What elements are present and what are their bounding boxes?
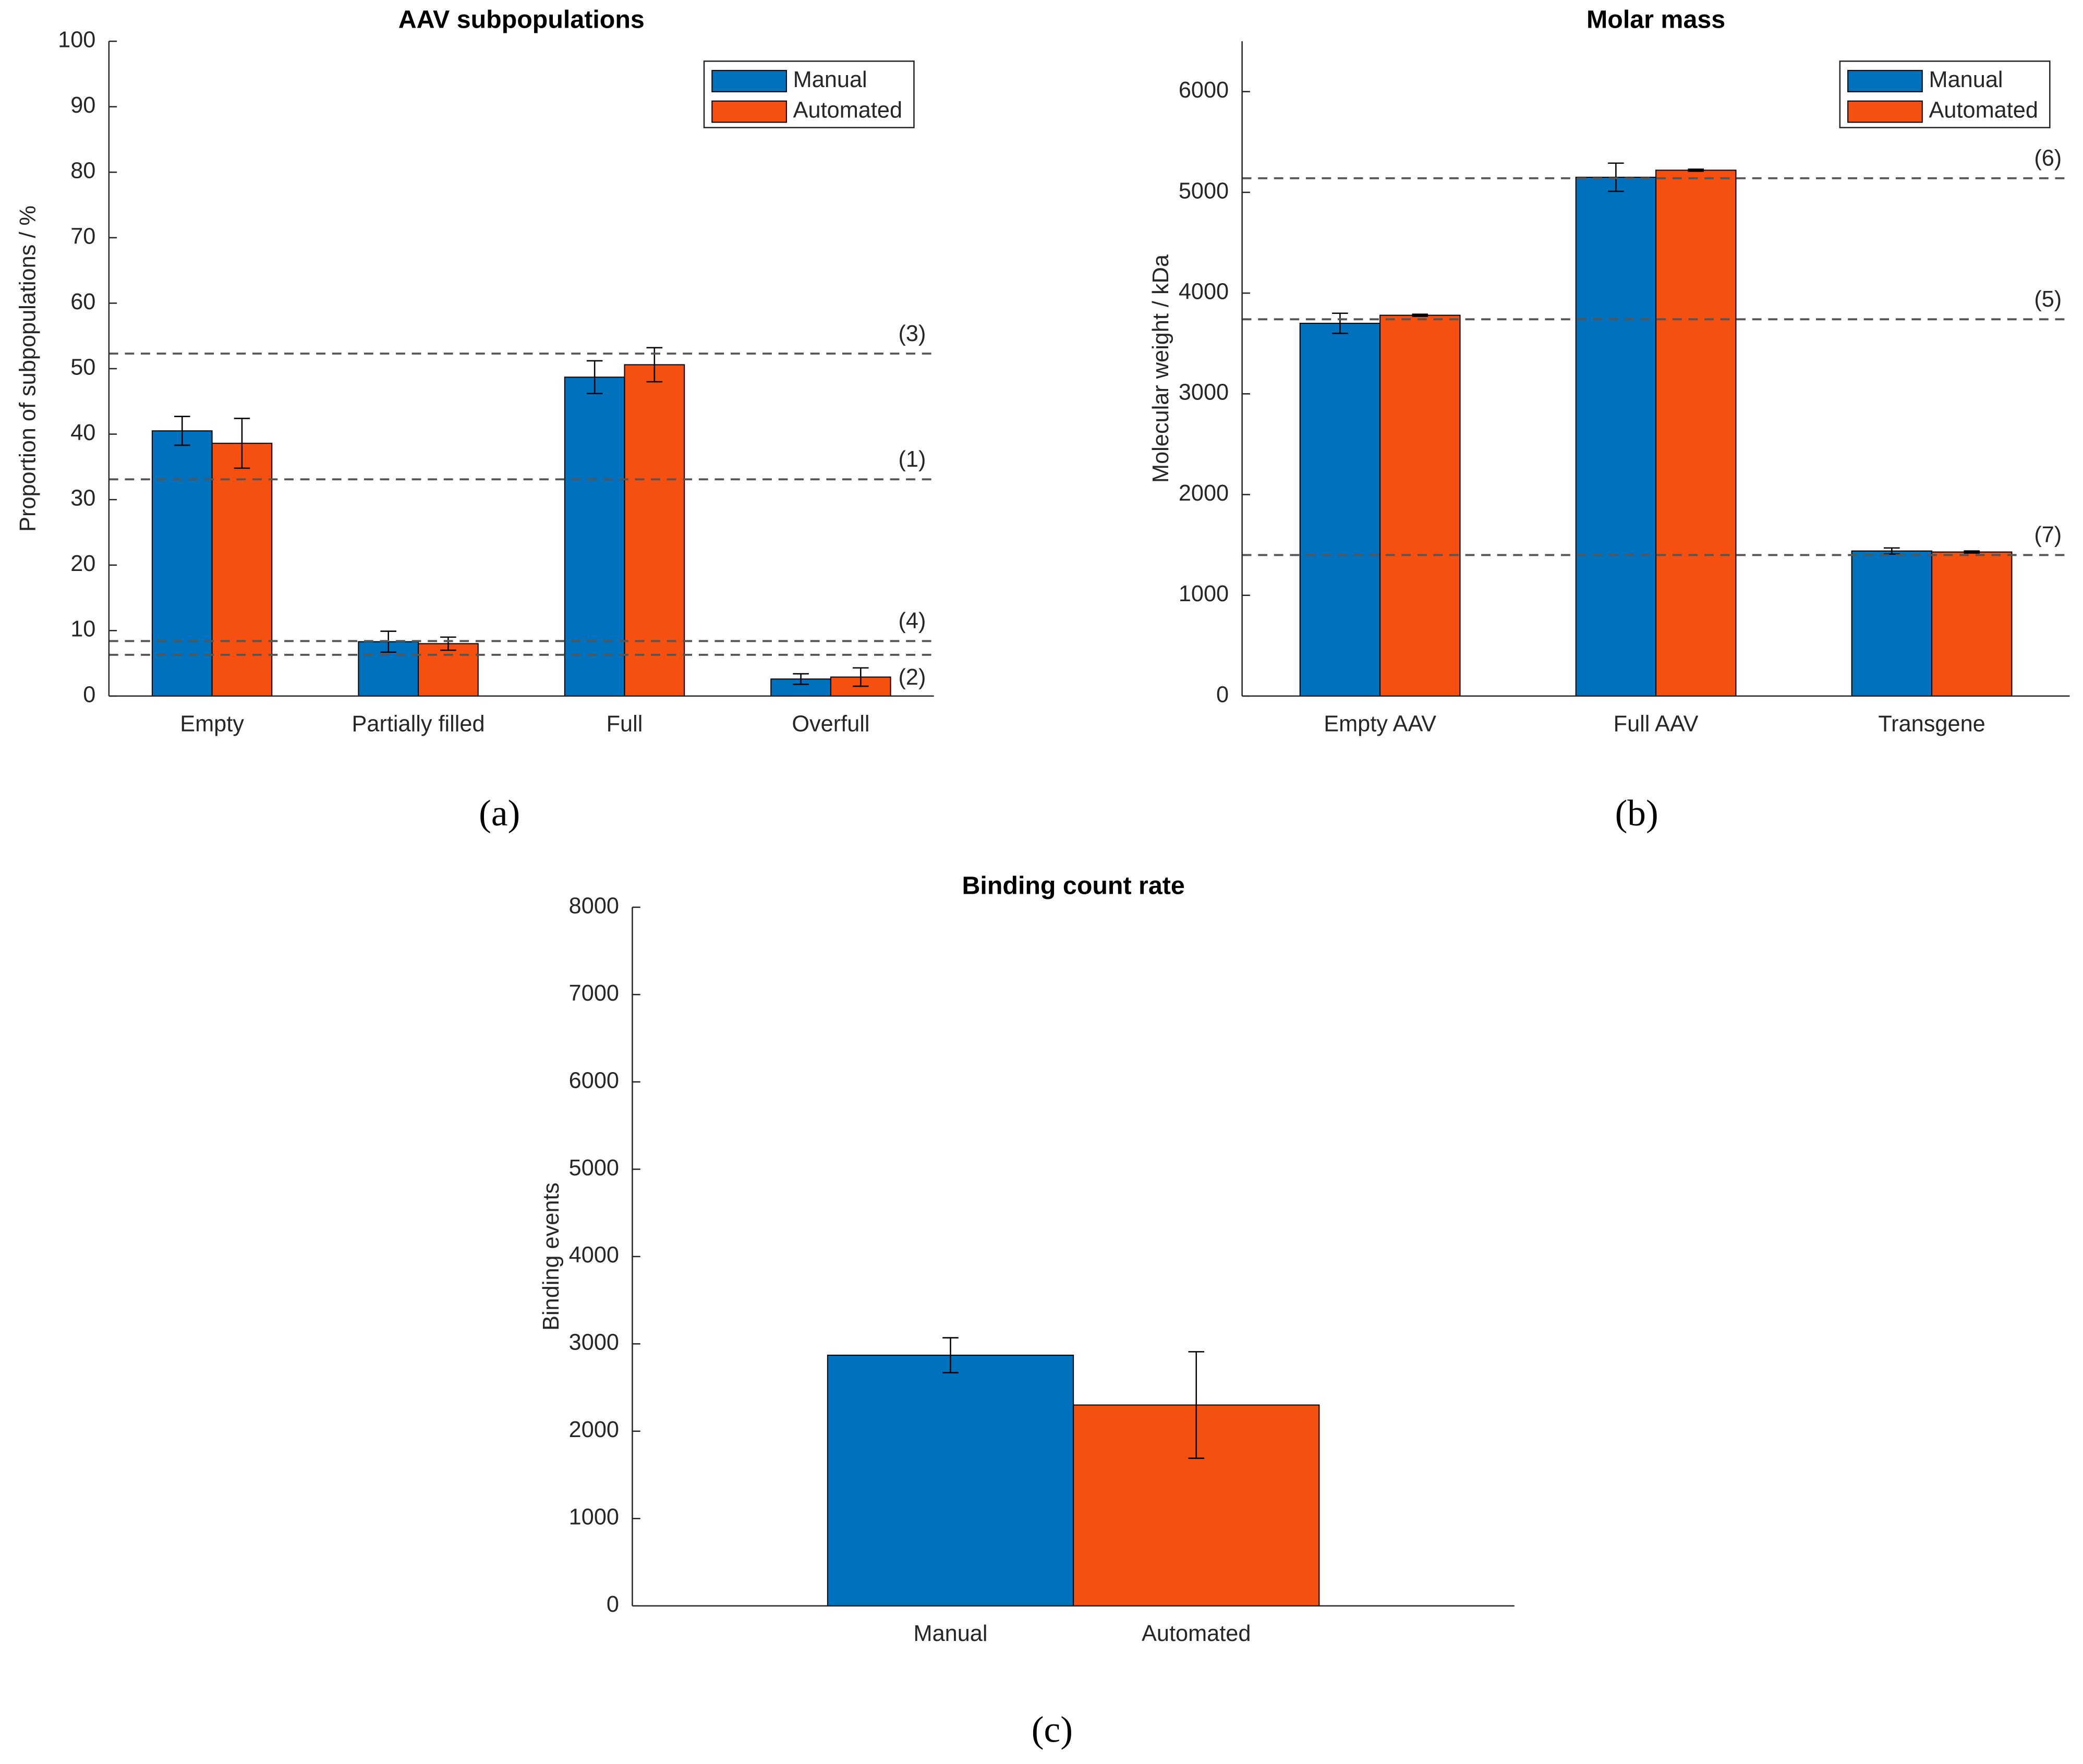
y-axis-label: Molecular weight / kDa: [1148, 254, 1173, 483]
y-tick-label: 6000: [569, 1068, 619, 1093]
x-tick-label: Overfull: [792, 711, 869, 736]
x-tick-label: Empty AAV: [1324, 711, 1436, 736]
y-tick-label: 60: [70, 289, 95, 314]
y-tick-label: 7000: [569, 981, 619, 1006]
y-tick-label: 4000: [1179, 279, 1229, 305]
y-tick-label: 70: [70, 224, 95, 249]
chart-title: Binding count rate: [962, 871, 1184, 899]
reference-label: (4): [898, 609, 926, 634]
bar: [418, 643, 479, 697]
x-tick-label: Partially filled: [352, 711, 485, 736]
reference-label: (2): [898, 665, 926, 690]
y-tick-label: 5000: [1179, 178, 1229, 203]
y-tick-label: 0: [1216, 682, 1229, 707]
chart-title: Molar mass: [1587, 6, 1725, 34]
x-tick-label: Transgene: [1878, 711, 1985, 736]
legend-label: Manual: [793, 67, 867, 92]
y-tick-label: 80: [70, 159, 95, 184]
reference-label: (7): [2034, 522, 2062, 548]
bar: [1575, 176, 1657, 697]
y-tick-label: 0: [83, 682, 95, 707]
y-tick-label: 6000: [1179, 78, 1229, 103]
y-tick-label: 4000: [569, 1243, 619, 1268]
y-axis-label: Binding events: [539, 1183, 564, 1331]
reference-label: (5): [2034, 287, 2062, 312]
y-tick-label: 100: [58, 28, 95, 53]
x-tick-label: Automated: [1142, 1621, 1251, 1646]
y-tick-label: 90: [70, 93, 95, 118]
bar: [151, 430, 213, 697]
bar: [1655, 169, 1737, 697]
legend-label: Automated: [793, 98, 902, 123]
y-tick-label: 5000: [569, 1155, 619, 1181]
y-tick-label: 50: [70, 355, 95, 380]
caption: (b): [1615, 793, 1658, 834]
y-tick-label: 2000: [1179, 481, 1229, 506]
legend-label: Manual: [1929, 67, 2003, 92]
bar: [1851, 550, 1933, 697]
y-tick-label: 3000: [569, 1330, 619, 1355]
y-tick-label: 2000: [569, 1417, 619, 1442]
bar: [1299, 323, 1381, 697]
y-axis-label: Proportion of subpopulations / %: [15, 205, 40, 532]
reference-label: (3): [898, 321, 926, 346]
legend-swatch: [711, 70, 787, 92]
legend-label: Automated: [1929, 98, 2038, 123]
legend-swatch: [1847, 70, 1923, 92]
bar: [1379, 314, 1461, 697]
y-tick-label: 40: [70, 420, 95, 445]
x-tick-label: Full AAV: [1614, 711, 1699, 736]
bar: [827, 1355, 1074, 1607]
y-tick-label: 20: [70, 551, 95, 576]
legend-swatch: [711, 100, 787, 123]
y-tick-label: 10: [70, 617, 95, 642]
legend-swatch: [1847, 100, 1923, 123]
chart-title: AAV subpopulations: [398, 6, 645, 34]
y-tick-label: 0: [607, 1592, 619, 1617]
y-tick-label: 30: [70, 486, 95, 511]
y-tick-label: 1000: [569, 1505, 619, 1530]
bar: [1931, 551, 2013, 697]
x-tick-label: Full: [607, 711, 643, 736]
reference-label: (6): [2034, 146, 2062, 171]
caption: (c): [1032, 1709, 1073, 1750]
x-tick-label: Empty: [180, 711, 244, 736]
y-tick-label: 1000: [1179, 581, 1229, 606]
bar: [211, 443, 273, 697]
x-tick-label: Manual: [914, 1621, 988, 1646]
caption: (a): [479, 793, 520, 834]
reference-label: (1): [898, 447, 926, 472]
y-tick-label: 3000: [1179, 380, 1229, 405]
y-tick-label: 8000: [569, 893, 619, 918]
bar: [624, 364, 685, 697]
bar: [564, 376, 625, 697]
